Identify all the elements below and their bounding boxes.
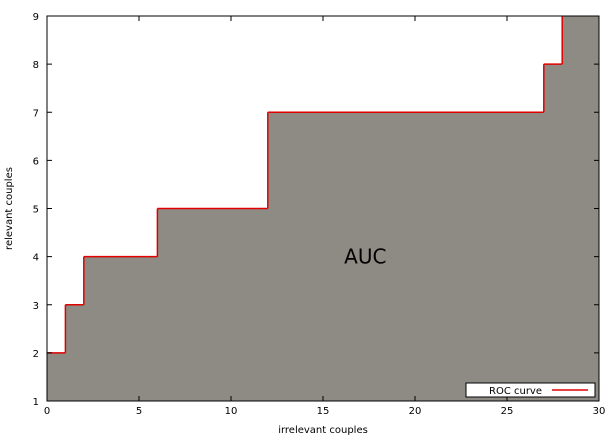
x-tick-label: 10	[225, 406, 238, 417]
auc-area-layer	[47, 16, 599, 401]
roc-curve-layer	[47, 16, 563, 354]
y-axis-label: relevant couples	[4, 167, 15, 250]
y-tick-layer: 1 2 3 4 5 6 7 8 9	[33, 12, 599, 408]
x-tick-label: 15	[317, 406, 330, 417]
x-tick-label: 25	[501, 406, 514, 417]
x-tick-label: 20	[409, 406, 422, 417]
y-tick-label: 1	[33, 397, 39, 408]
y-tick-label: 5	[33, 205, 39, 216]
legend-box	[465, 382, 596, 398]
x-tick-label: 30	[593, 406, 606, 417]
x-tick-label: 0	[44, 406, 50, 417]
y-tick-label: 6	[33, 156, 39, 167]
y-tick-label: 3	[33, 301, 39, 312]
auc-area	[47, 16, 599, 401]
x-tick-label: 5	[136, 406, 142, 417]
y-tick-label: 7	[33, 108, 39, 119]
auc-annotation: AUC	[344, 245, 386, 269]
x-axis-label: irrelevant couples	[278, 425, 368, 436]
y-tick-label: 2	[33, 349, 39, 360]
y-tick-label: 4	[33, 253, 39, 264]
legend: ROC curve	[465, 382, 596, 398]
x-tick-layer: 0 5 10 15 20 25 30	[44, 16, 606, 417]
y-tick-label: 9	[33, 12, 39, 23]
y-tick-label: 8	[33, 60, 39, 71]
legend-label-roc-curve: ROC curve	[489, 386, 542, 397]
